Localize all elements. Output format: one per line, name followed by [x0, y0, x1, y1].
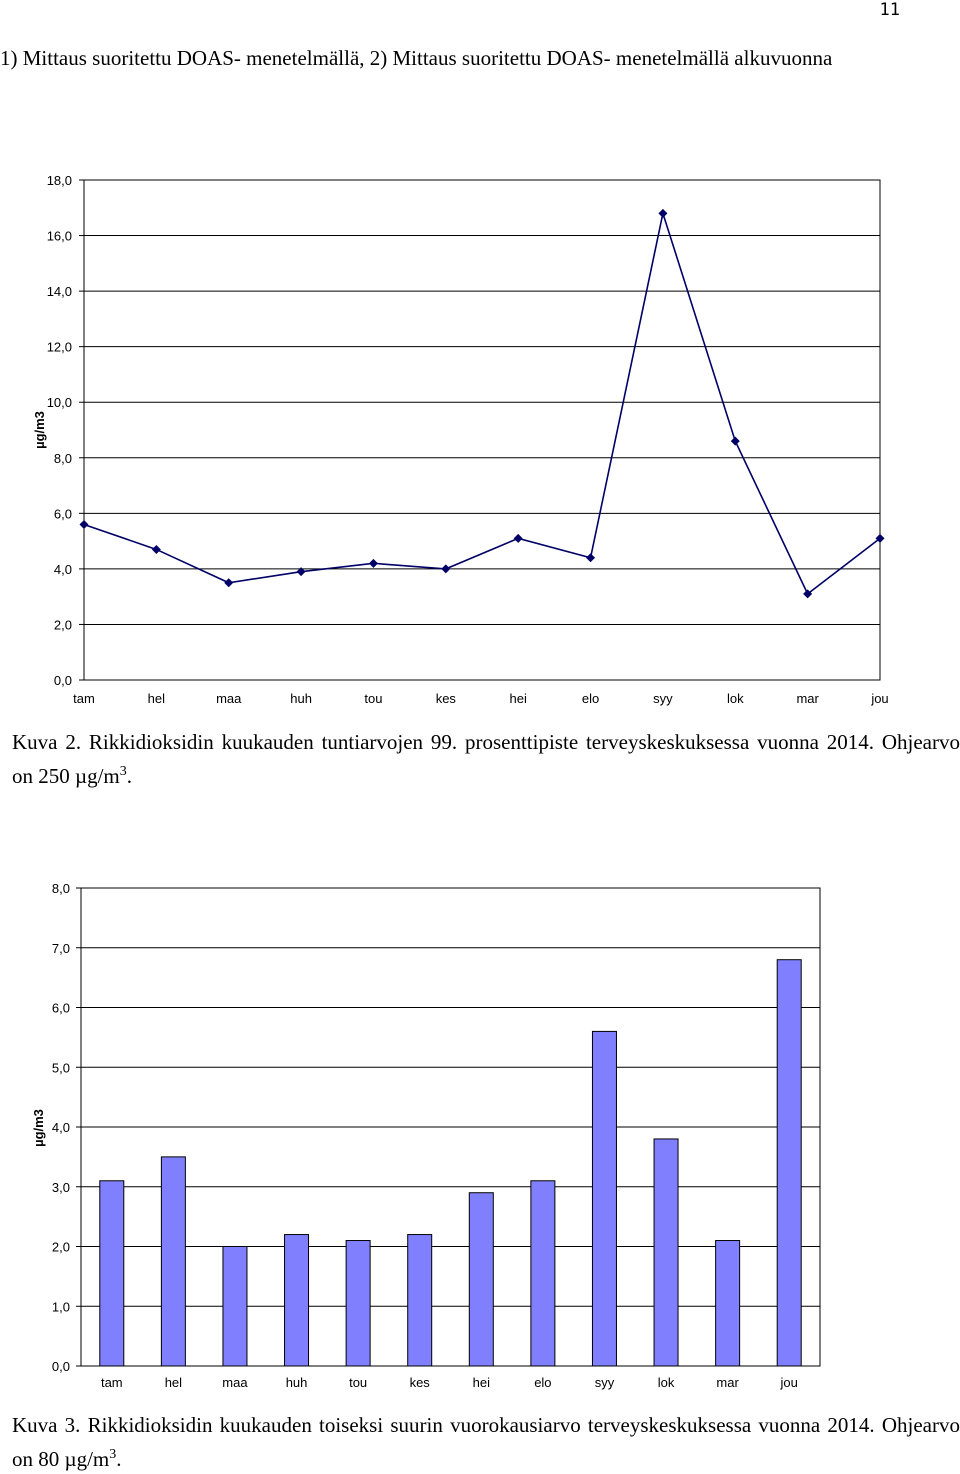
- x-tick-label: syy: [653, 691, 673, 706]
- bar: [284, 1234, 310, 1367]
- x-tick-label: elo: [534, 1375, 551, 1390]
- y-tick-label: 0,0: [52, 1359, 70, 1374]
- x-tick-label: tou: [349, 1375, 367, 1390]
- x-tick-label: maa: [222, 1375, 248, 1390]
- y-tick-label: 0,0: [54, 673, 72, 688]
- x-tick-label: hel: [148, 691, 165, 706]
- x-tick-label: huh: [290, 691, 312, 706]
- x-tick-label: kes: [410, 1375, 431, 1390]
- data-point: [803, 589, 813, 599]
- x-tick-label: maa: [216, 691, 242, 706]
- data-point: [730, 436, 740, 446]
- y-tick-label: 12,0: [47, 340, 72, 355]
- x-tick-label: elo: [582, 691, 599, 706]
- bar: [160, 1156, 186, 1367]
- x-tick-label: tam: [101, 1375, 123, 1390]
- caption-3-end: .: [116, 1447, 122, 1471]
- x-tick-label: tou: [364, 691, 382, 706]
- y-tick-label: 1,0: [52, 1299, 70, 1314]
- bar: [591, 1030, 617, 1367]
- y-tick-label: 2,0: [54, 617, 72, 632]
- caption-2-superscript: 3: [119, 764, 127, 779]
- figure-caption-2: Kuva 2. Rikkidioksidin kuukauden tuntiar…: [12, 728, 960, 791]
- y-axis-label: µg/m3: [32, 411, 47, 449]
- y-tick-label: 6,0: [54, 506, 72, 521]
- bar: [715, 1240, 741, 1367]
- y-tick-label: 5,0: [52, 1060, 70, 1075]
- bar: [776, 959, 802, 1367]
- x-tick-label: kes: [436, 691, 457, 706]
- y-tick-label: 8,0: [54, 451, 72, 466]
- bar: [222, 1246, 248, 1367]
- data-point: [368, 558, 378, 568]
- plot-area: [80, 887, 821, 1367]
- caption-3-superscript: 3: [109, 1447, 117, 1462]
- caption-2-end: .: [126, 764, 133, 788]
- y-tick-label: 3,0: [52, 1180, 70, 1195]
- page-number: 11: [879, 0, 900, 20]
- bar: [99, 1180, 125, 1367]
- bar: [468, 1192, 494, 1367]
- x-tick-label: jou: [870, 691, 888, 706]
- x-tick-label: lok: [658, 1375, 675, 1390]
- y-axis-label: µg/m3: [31, 1109, 46, 1147]
- caption-2-text: Kuva 2. Rikkidioksidin kuukauden tuntiar…: [12, 730, 960, 788]
- y-tick-label: 8,0: [52, 881, 70, 896]
- y-tick-label: 16,0: [47, 229, 72, 244]
- data-point: [586, 553, 596, 563]
- bar: [345, 1240, 371, 1367]
- y-tick-label: 18,0: [47, 173, 72, 188]
- x-tick-label: hel: [165, 1375, 182, 1390]
- bar: [530, 1180, 556, 1367]
- x-tick-label: syy: [595, 1375, 615, 1390]
- y-tick-label: 2,0: [52, 1240, 70, 1255]
- y-tick-label: 14,0: [47, 284, 72, 299]
- y-tick-label: 10,0: [47, 395, 72, 410]
- data-point: [296, 567, 306, 577]
- y-tick-label: 4,0: [52, 1120, 70, 1135]
- bar-chart: 0,0 1,0 2,0 3,0 4,0 5,0 6,0 7,0 8,0 µg/m3 tam hel ma…: [31, 881, 821, 1390]
- data-point: [79, 519, 89, 529]
- x-tick-label: tam: [73, 691, 95, 706]
- x-tick-label: huh: [286, 1375, 308, 1390]
- y-tick-label: 4,0: [54, 562, 72, 577]
- data-point: [224, 578, 234, 588]
- caption-3-text: Kuva 3. Rikkidioksidin kuukauden toiseks…: [12, 1413, 960, 1471]
- x-tick-label: lok: [727, 691, 744, 706]
- data-point: [513, 533, 523, 543]
- x-tick-label: hei: [510, 691, 527, 706]
- series-line: [83, 210, 881, 596]
- x-tick-label: mar: [716, 1375, 739, 1390]
- data-point: [875, 533, 885, 543]
- y-tick-label: 6,0: [52, 1001, 70, 1016]
- bar: [653, 1138, 679, 1367]
- data-point: [658, 208, 668, 218]
- x-tick-label: jou: [780, 1375, 798, 1390]
- data-point: [151, 544, 161, 554]
- y-tick-label: 7,0: [52, 941, 70, 956]
- bar: [407, 1234, 433, 1367]
- figure-caption-3: Kuva 3. Rikkidioksidin kuukauden toiseks…: [12, 1411, 960, 1474]
- x-tick-label: mar: [796, 691, 819, 706]
- x-tick-label: hei: [473, 1375, 490, 1390]
- line-chart: 0,0 2,0 4,0 6,0 8,0 10,0 12,0 14,0 16,0 18,0 µg/m3…: [32, 173, 889, 706]
- plot-area: [83, 179, 881, 681]
- intro-text: 1) Mittaus suoritettu DOAS- menetelmällä…: [0, 46, 833, 70]
- data-point: [441, 564, 451, 574]
